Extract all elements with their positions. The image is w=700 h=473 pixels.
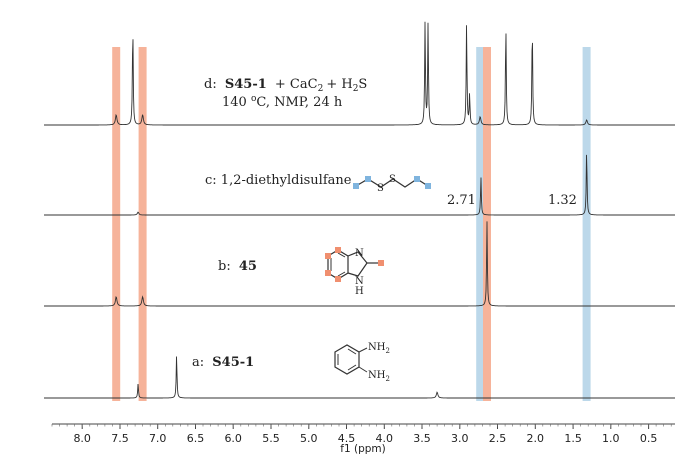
x-tick-label: 7.0 (149, 432, 167, 445)
caption-d-bold: S45-1 (225, 77, 267, 92)
benzimidazole-n-bottom: N (355, 276, 364, 287)
caption-d-sub1: 2 (318, 84, 324, 94)
caption-d-rest2: + H (326, 77, 352, 92)
peak-label-1-32: 1.32 (548, 193, 577, 208)
highlight-band-5 (582, 47, 591, 401)
caption-b: b: 45 (218, 259, 257, 274)
x-tick-label: 4.0 (376, 432, 394, 445)
x-tick-label: 5.0 (300, 432, 318, 445)
benzimidazole-h: H (355, 286, 364, 297)
x-tick-label: 0.5 (640, 432, 658, 445)
diethyldisulfide-structure: S S (353, 174, 431, 194)
caption-d-sub2: 2 (353, 84, 359, 94)
x-tick-label: 3.0 (451, 432, 469, 445)
benzimidazole-structure: N N H (325, 247, 384, 297)
caption-b-prefix: b: (218, 259, 231, 274)
x-tick-label: 4.5 (338, 432, 356, 445)
spectrum-trace-c (44, 154, 675, 216)
sulfur-atom-2: S (389, 174, 396, 185)
caption-c: c: 1,2-diethyldisulfane (205, 173, 352, 188)
caption-d-temp: 140 (222, 95, 251, 110)
spectrum-trace-b (44, 221, 675, 307)
x-axis-ticks: 8.0 7.5 7.0 6.5 6.0 5.5 5.0 4.5 4.0 3.5 3.0 2.5 2.0 1… (51, 424, 672, 445)
x-tick-label: 2.0 (527, 432, 545, 445)
x-tick-label: 6.5 (187, 432, 205, 445)
caption-d-line2: 140 oC, NMP, 24 h (222, 94, 343, 110)
caption-a-bold: S45-1 (212, 355, 254, 370)
x-axis-title: f1 (ppm) (340, 443, 385, 455)
amine-bottom-sub: 2 (385, 375, 389, 383)
amine-top-sub: 2 (385, 347, 389, 355)
caption-b-bold: 45 (239, 259, 257, 274)
x-tick-label: 8.0 (73, 432, 91, 445)
caption-d-degree: o (251, 94, 256, 104)
x-tick-label: 7.5 (111, 432, 129, 445)
sulfur-atom-1: S (377, 183, 384, 194)
amine-bottom: NH2 (368, 370, 390, 383)
amine-top-nh: NH (368, 342, 386, 353)
benzimidazole-n-top: N (355, 248, 364, 259)
peak-label-2-71: 2.71 (447, 193, 476, 208)
spectrum-traces (44, 21, 675, 399)
highlight-band-3 (476, 47, 485, 401)
x-tick-label: 2.5 (489, 432, 507, 445)
highlight-band-1 (112, 47, 121, 401)
x-tick-label: 5.5 (262, 432, 280, 445)
x-tick-label: 1.5 (564, 432, 582, 445)
caption-d-conditions: C, NMP, 24 h (256, 95, 342, 110)
x-tick-label: 1.0 (602, 432, 620, 445)
amine-bottom-nh: NH (368, 370, 386, 381)
spectrum-trace-a (44, 356, 675, 399)
spectrum-trace-d (44, 21, 675, 126)
caption-d-rest: + CaC (275, 77, 318, 92)
highlight-band-2 (138, 47, 147, 401)
caption-d: d: S45-1 + CaC2 + H2S (204, 77, 367, 94)
x-tick-label: 6.0 (224, 432, 242, 445)
caption-d-rest3: S (358, 77, 367, 92)
caption-a-prefix: a: (192, 355, 204, 370)
phenylenediamine-structure: NH2 NH2 (334, 342, 390, 383)
x-axis: 8.0 7.5 7.0 6.5 6.0 5.5 5.0 4.5 4.0 3.5 3.0 2.5 2.0 1… (51, 423, 675, 455)
x-tick-label: 3.5 (413, 432, 431, 445)
caption-a: a: S45-1 (192, 355, 254, 370)
caption-d-prefix: d: (204, 77, 217, 92)
amine-top: NH2 (368, 342, 390, 355)
